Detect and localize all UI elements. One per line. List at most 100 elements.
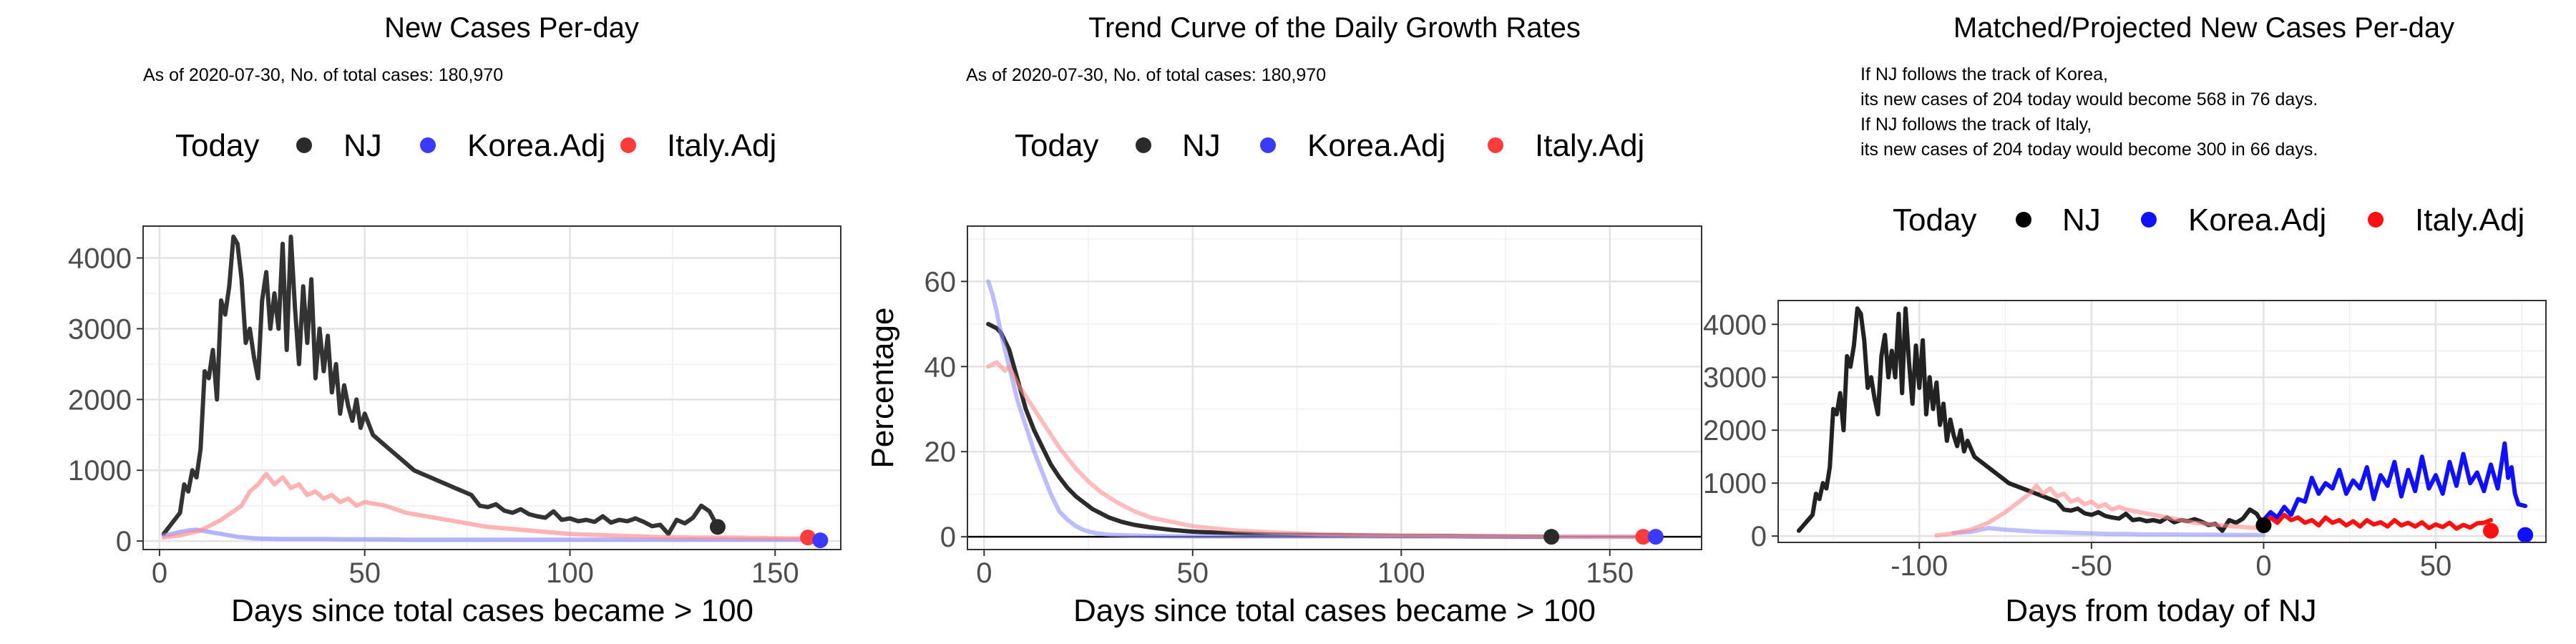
plot-background: [967, 226, 1702, 550]
legend-label-italy: Italy.Adj: [2415, 203, 2524, 238]
plot-border: [142, 225, 841, 550]
panel-3-title: Matched/Projected New Cases Per-day: [1953, 12, 2454, 44]
panel-new-cases: New Cases Per-day As of 2020-07-30, No. …: [68, 12, 841, 628]
y-tick-label: 4000: [68, 243, 132, 275]
x-axis-ticks: -100 -50 0 50: [1890, 542, 2451, 582]
today-point-italy-adj: [2483, 522, 2499, 539]
panel-1-legend: Today NJ Korea.Adj Italy.Adj: [175, 128, 776, 163]
x-tick-label: 100: [546, 557, 594, 589]
x-tick-label: 50: [1177, 557, 1209, 589]
x-tick-label: 50: [348, 557, 381, 589]
today-points: [1543, 529, 1664, 545]
x-axis-ticks: 0 50 100 150: [152, 550, 799, 589]
series-line-korea-adj: [161, 527, 819, 542]
today-point-nj: [2255, 517, 2272, 534]
panel-2-subtitle-line: As of 2020-07-30, No. of total cases: 18…: [966, 65, 1326, 85]
today-point-italy-adj: [1635, 529, 1652, 545]
legend-key-italy: [620, 137, 636, 153]
today-point-korea-adj: [1647, 529, 1664, 545]
x-tick-label: -100: [1890, 550, 1948, 582]
legend-title: Today: [175, 128, 259, 163]
legend-key-korea: [420, 137, 436, 153]
y-tick-label: 20: [924, 436, 957, 468]
panel-2-y-axis-title: Percentage: [865, 307, 900, 468]
x-tick-label: -50: [2071, 550, 2112, 582]
series-lines: [1796, 306, 2528, 538]
legend-key-nj: [2016, 212, 2031, 228]
legend-label-italy: Italy.Adj: [667, 128, 776, 163]
series-line-italy-adj-projected: [2261, 512, 2493, 531]
panel-3-subtitle-line: If NJ follows the track of Korea,: [1860, 64, 2108, 84]
y-tick-label: 0: [1751, 521, 1767, 552]
legend-key-korea: [2141, 212, 2157, 228]
panel-1-x-axis-title: Days since total cases became > 100: [231, 593, 753, 628]
y-axis-ticks: 0 20 40 60: [924, 266, 967, 553]
legend-label-nj: NJ: [1182, 128, 1221, 163]
today-point-nj: [709, 519, 726, 535]
y-tick-label: 0: [940, 522, 956, 553]
y-tick-label: 2000: [68, 384, 132, 416]
today-point-nj: [1543, 529, 1560, 545]
y-tick-label: 3000: [1703, 362, 1767, 394]
panel-1-title: New Cases Per-day: [384, 12, 639, 44]
series-line-korea-adj: [1951, 526, 2266, 537]
y-tick-label: 4000: [1703, 309, 1767, 341]
panel-projected-cases: Matched/Projected New Cases Per-day If N…: [1703, 12, 2547, 628]
series-line-nj: [1796, 306, 2266, 533]
legend-key-italy: [1488, 137, 1503, 153]
plot-background: [1778, 301, 2546, 542]
legend-label-nj: NJ: [343, 128, 382, 163]
x-tick-label: 150: [1586, 557, 1634, 589]
y-tick-label: 3000: [68, 313, 132, 345]
y-tick-label: 40: [924, 351, 957, 383]
panel-1-plot: 0 50 100 150 0 1000 2000 3000 4000: [68, 225, 841, 589]
y-tick-label: 1000: [68, 455, 132, 487]
legend-label-korea: Korea.Adj: [467, 128, 605, 163]
y-tick-label: 2000: [1703, 415, 1767, 447]
plot-border: [1777, 300, 2547, 543]
gridlines: [1778, 301, 2546, 542]
today-point-italy-adj: [800, 530, 816, 546]
x-tick-label: 150: [751, 557, 799, 589]
y-tick-label: 1000: [1703, 468, 1767, 499]
legend-label-korea: Korea.Adj: [2188, 203, 2326, 238]
panel-2-plot: 0 50 100 150 0 20 40 60: [924, 225, 1702, 589]
series-line-italy-adj: [161, 472, 811, 541]
panel-2-legend: Today NJ Korea.Adj Italy.Adj: [1015, 128, 1644, 163]
today-points: [709, 519, 829, 549]
panel-3-x-axis-title: Days from today of NJ: [2005, 593, 2316, 628]
legend-title: Today: [1893, 203, 1976, 238]
legend-key-italy: [2368, 212, 2384, 228]
panel-2-x-axis-title: Days since total cases became > 100: [1073, 593, 1596, 628]
legend-key-nj: [1136, 137, 1151, 153]
legend-label-korea: Korea.Adj: [1307, 128, 1445, 163]
series-line-korea-adj-projected: [2261, 441, 2528, 522]
x-tick-label: 0: [976, 557, 992, 589]
panel-2-title: Trend Curve of the Daily Growth Rates: [1088, 12, 1581, 44]
y-axis-ticks: 0 1000 2000 3000 4000: [68, 243, 143, 557]
today-point-korea-adj: [2517, 527, 2534, 543]
legend-title: Today: [1015, 128, 1098, 163]
legend-label-nj: NJ: [2062, 203, 2101, 238]
x-tick-label: 50: [2420, 550, 2452, 582]
y-tick-label: 60: [924, 266, 957, 298]
plot-border: [967, 225, 1702, 550]
panel-3-subtitle-line: If NJ follows the track of Italy,: [1860, 114, 2092, 135]
series-line-italy-adj: [986, 360, 1646, 540]
x-tick-label: 0: [2255, 550, 2271, 582]
panel-3-subtitle-line: its new cases of 204 today would become …: [1860, 89, 2318, 109]
series-line-nj: [161, 234, 720, 537]
x-axis-ticks: 0 50 100 150: [976, 550, 1634, 589]
series-lines: [161, 234, 819, 542]
y-tick-label: 0: [116, 526, 132, 557]
legend-key-korea: [1260, 137, 1276, 153]
legend-key-nj: [296, 137, 312, 153]
plot-background: [143, 226, 841, 550]
today-point-korea-adj: [812, 532, 829, 549]
y-axis-ticks: 0 1000 2000 3000 4000: [1703, 309, 1778, 552]
today-points: [2255, 517, 2534, 543]
series-lines: [967, 279, 1702, 540]
panel-1-subtitle-line: As of 2020-07-30, No. of total cases: 18…: [143, 65, 503, 85]
